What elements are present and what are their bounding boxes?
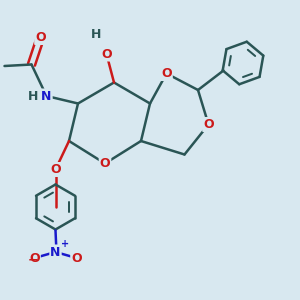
Text: N: N (41, 89, 52, 103)
Text: N: N (50, 245, 61, 259)
Text: H: H (91, 28, 101, 41)
Text: O: O (29, 251, 40, 265)
Text: +: + (61, 238, 69, 249)
Text: H: H (28, 89, 38, 103)
Text: −: − (28, 254, 38, 266)
Text: O: O (100, 157, 110, 170)
Text: O: O (71, 251, 82, 265)
Text: O: O (50, 163, 61, 176)
Text: O: O (203, 118, 214, 131)
Text: O: O (35, 31, 46, 44)
Text: O: O (101, 47, 112, 61)
Text: O: O (161, 67, 172, 80)
